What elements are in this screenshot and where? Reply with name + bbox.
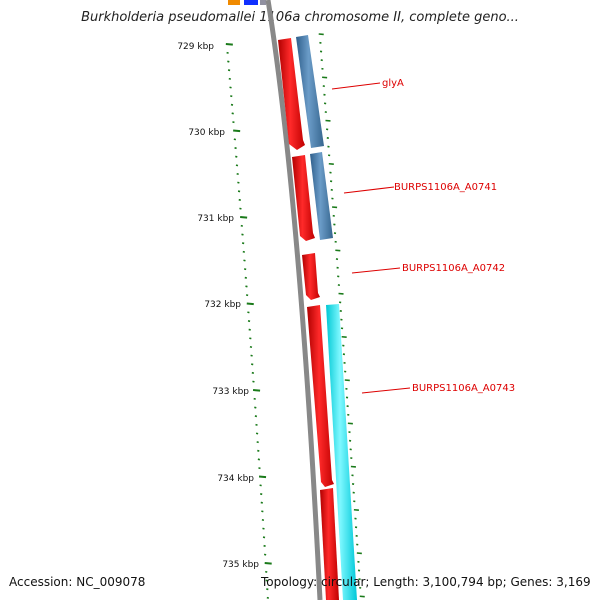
tick-mark [261, 510, 264, 513]
tick-mark [243, 268, 247, 271]
gene-arrow-burps1106a-a0741[interactable] [292, 155, 315, 241]
tick-mark [234, 147, 237, 150]
gene-arrow-burps1106a-a0743[interactable] [307, 305, 334, 487]
tick-mark [252, 380, 255, 383]
gene-label-glyA[interactable]: glyA [382, 78, 404, 89]
tick-mark [262, 536, 266, 539]
tick-mark [255, 423, 258, 426]
scale-ticks [225, 33, 365, 599]
tick-mark [249, 345, 253, 349]
tick-mark [255, 432, 259, 435]
tick-mark [244, 276, 247, 279]
tick-mark [249, 337, 252, 340]
scale-label-730: 730 kbp [188, 128, 225, 138]
accession-text: Accession: NC_009078 [9, 575, 146, 589]
tick-mark [230, 95, 233, 98]
gene-arrow-continued[interactable] [320, 488, 339, 600]
scale-label-729: 729 kbp [177, 42, 214, 52]
label-leader-a0742 [351, 267, 401, 274]
blue-feature-glyA[interactable] [296, 35, 324, 148]
tick-mark [259, 484, 262, 487]
tick-mark [246, 302, 254, 306]
scale-label-732: 732 kbp [204, 300, 241, 310]
tick-mark [251, 363, 254, 366]
chromosome-backbone [265, 0, 323, 600]
tick-mark [240, 216, 248, 219]
partial-feature-orange [228, 0, 240, 5]
tick-mark [254, 415, 258, 418]
tick-mark [252, 389, 261, 392]
tick-mark [248, 328, 251, 331]
tick-mark [235, 164, 239, 167]
tick-mark [235, 155, 238, 158]
scale-label-734: 734 kbp [217, 474, 254, 484]
tick-mark [228, 77, 231, 80]
map-title: Burkholderia pseudomallei 1106a chromoso… [81, 10, 519, 25]
label-leader-glyA [331, 82, 381, 90]
tick-mark [266, 596, 270, 599]
tick-mark [261, 518, 265, 522]
blue-feature-a0741[interactable] [310, 152, 333, 240]
tick-mark [232, 121, 235, 124]
tick-mark [242, 250, 246, 253]
tick-mark [257, 458, 261, 461]
tick-mark [241, 242, 245, 245]
tick-mark [233, 138, 237, 141]
tick-mark [226, 51, 229, 54]
tick-mark [263, 553, 267, 556]
tick-mark [231, 112, 234, 115]
tick-mark [265, 570, 268, 573]
tick-mark [251, 371, 255, 374]
gene-label-burps1106a-a0743[interactable]: BURPS1106A_A0743 [412, 383, 515, 394]
tick-mark [227, 69, 231, 72]
scale-label-733: 733 kbp [212, 387, 249, 397]
tick-mark [266, 588, 269, 591]
tick-mark [258, 475, 267, 479]
partial-feature-blue [244, 0, 258, 5]
tick-mark [237, 181, 240, 184]
scale-label-731: 731 kbp [197, 214, 234, 224]
tick-mark [247, 320, 251, 323]
tick-mark [245, 285, 248, 288]
tick-mark [265, 579, 268, 582]
tick-mark [263, 544, 266, 547]
tick-mark [239, 207, 242, 210]
tick-mark [253, 397, 256, 400]
tick-mark [262, 527, 265, 530]
tick-mark [250, 354, 253, 357]
gene-label-burps1106a-a0741[interactable]: BURPS1106A_A0741 [394, 182, 497, 193]
tick-mark [233, 129, 241, 133]
topology-summary: Topology: circular; Length: 3,100,794 bp… [261, 575, 591, 589]
tick-mark [258, 467, 261, 470]
tick-mark [230, 103, 234, 106]
gene-arrow-glyA[interactable] [278, 38, 305, 150]
tick-mark [264, 562, 272, 565]
cyan-feature-a0743[interactable] [326, 304, 357, 600]
tick-mark [241, 233, 244, 236]
label-leader-a0743 [361, 387, 411, 394]
scale-label-735: 735 kbp [222, 560, 259, 570]
tick-mark [227, 60, 230, 63]
tick-mark [260, 501, 263, 504]
partial-feature-grey [260, 0, 266, 5]
scale-labels: 729 kbp 730 kbp 731 kbp 732 kbp 733 kbp … [177, 42, 259, 570]
tick-mark [238, 198, 241, 201]
label-leader-a0741 [343, 186, 395, 194]
tick-mark [240, 224, 243, 227]
tick-mark [260, 493, 263, 496]
tick-mark [245, 294, 249, 297]
tick-mark [225, 43, 233, 46]
tick-mark [254, 406, 257, 409]
tick-mark [247, 311, 250, 314]
tick-mark [229, 86, 232, 89]
tick-mark [257, 449, 260, 452]
gene-label-burps1106a-a0742[interactable]: BURPS1106A_A0742 [402, 263, 505, 274]
tick-mark [237, 190, 241, 193]
gene-arrow-burps1106a-a0742[interactable] [302, 253, 320, 300]
tick-mark [236, 172, 239, 176]
tick-mark [243, 259, 246, 262]
tick-mark [256, 441, 259, 444]
